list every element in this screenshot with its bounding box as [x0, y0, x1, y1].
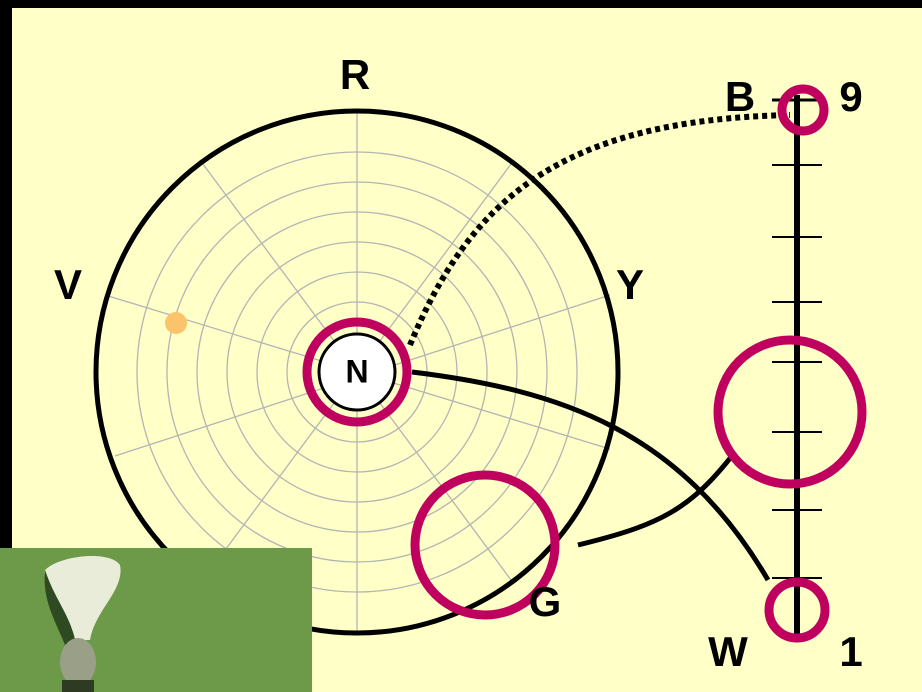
- link: [411, 369, 771, 582]
- label: R: [340, 51, 370, 98]
- scale-label: 9: [839, 73, 862, 120]
- highlight: [302, 317, 412, 427]
- link: [577, 450, 737, 548]
- scale-label: W: [708, 628, 748, 675]
- portrait-image: [0, 548, 312, 692]
- center-disc: [317, 332, 397, 412]
- highlight: [764, 577, 830, 643]
- scale-label: B: [725, 73, 755, 120]
- label: V: [54, 261, 82, 308]
- dotted-link: [407, 112, 791, 347]
- highlight: [713, 335, 867, 489]
- highlight: [410, 470, 560, 620]
- scale: [772, 95, 822, 636]
- scale-label: 1: [839, 628, 862, 675]
- hue-circle: [93, 108, 621, 636]
- sample-dot: [165, 312, 187, 334]
- highlight: [777, 84, 829, 136]
- label: N: [345, 353, 368, 389]
- label: G: [529, 578, 562, 625]
- label: Y: [616, 261, 644, 308]
